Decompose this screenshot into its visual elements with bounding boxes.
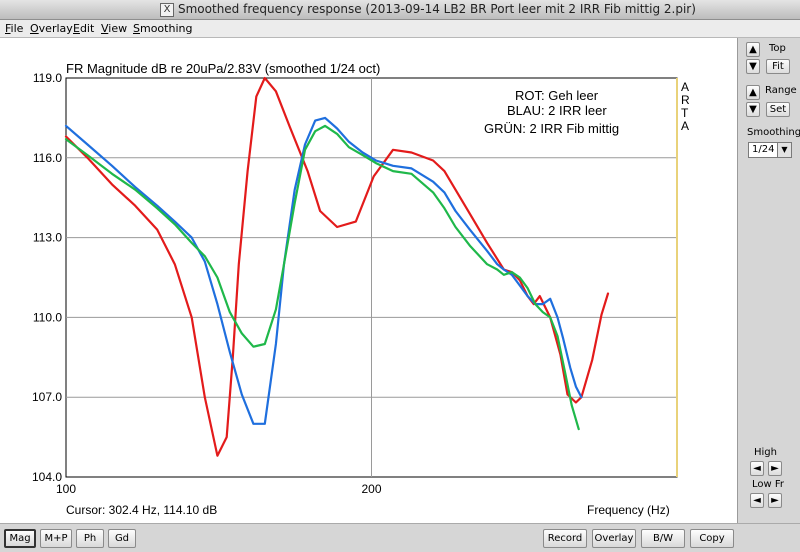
legend-entry-2: BLAU: 2 IRR leer <box>507 103 607 118</box>
top-label: Top <box>769 43 786 54</box>
menu-overlay[interactable]: Overlay <box>30 22 73 35</box>
arta-letter-t: T <box>681 106 689 120</box>
cursor-readout: Cursor: 302.4 Hz, 114.10 dB <box>66 503 217 517</box>
frequency-response-chart[interactable]: 104.0 107.0 110.0 113.0 116.0 119.0 100 200 FR … <box>0 38 737 523</box>
window-title: Smoothed frequency response (2013-09-14 … <box>178 2 696 16</box>
range-up-button[interactable]: ▲ <box>746 85 760 100</box>
arta-letter-a1: A <box>681 80 689 94</box>
y-tick-label: 110.0 <box>33 310 62 324</box>
range-down-button[interactable]: ▼ <box>746 102 760 117</box>
window-icon[interactable]: X <box>160 3 174 17</box>
plot-panel: 104.0 107.0 110.0 113.0 116.0 119.0 100 200 FR … <box>0 38 738 523</box>
y-tick-label: 107.0 <box>32 390 62 404</box>
right-control-panel: ▲ Top ▼ Fit ▲ Range ▼ Set Smoothing 1/24… <box>738 38 800 523</box>
x-tick-label: 100 <box>56 482 76 496</box>
high-right-button[interactable]: ► <box>768 461 782 476</box>
overlay-button[interactable]: Overlay <box>592 529 636 548</box>
fit-button[interactable]: Fit <box>766 59 790 74</box>
range-label: Range <box>765 85 797 96</box>
title-bar: X Smoothed frequency response (2013-09-1… <box>0 0 800 20</box>
menu-file[interactable]: File <box>5 22 24 35</box>
high-left-button[interactable]: ◄ <box>750 461 764 476</box>
bottom-toolbar: Mag M+P Ph Gd Record Overlay B/W Copy <box>0 523 800 552</box>
phase-button[interactable]: Ph <box>76 529 104 548</box>
y-tick-label: 116.0 <box>33 151 62 165</box>
set-button[interactable]: Set <box>766 102 790 117</box>
group-delay-button[interactable]: Gd <box>108 529 136 548</box>
arta-letter-r: R <box>681 93 690 107</box>
lowfr-label: Low Fr <box>752 479 785 490</box>
chart-title: FR Magnitude dB re 20uPa/2.83V (smoothed… <box>66 61 380 76</box>
green-series-line <box>64 124 580 431</box>
top-down-button[interactable]: ▼ <box>746 59 760 74</box>
y-tick-label: 113.0 <box>33 231 62 245</box>
x-tick-label: 200 <box>361 482 381 496</box>
menu-edit[interactable]: Edit <box>73 22 95 35</box>
smoothing-label: Smoothing <box>747 127 800 138</box>
lowfr-left-button[interactable]: ◄ <box>750 493 764 508</box>
y-tick-label: 119.0 <box>33 71 62 85</box>
mag-button[interactable]: Mag <box>4 529 36 548</box>
legend-entry-3: GRÜN: 2 IRR Fib mittig <box>484 121 619 136</box>
mag-phase-button[interactable]: M+P <box>40 529 72 548</box>
smoothing-select[interactable]: 1/24 ▼ <box>748 142 792 158</box>
chevron-down-icon: ▼ <box>777 143 791 157</box>
top-up-button[interactable]: ▲ <box>746 42 760 57</box>
menu-bar: File Overlay Edit View Smoothing <box>0 20 800 38</box>
y-tick-label: 104.0 <box>32 470 62 484</box>
menu-smoothing[interactable]: Smoothing <box>133 22 193 35</box>
smoothing-value: 1/24 <box>752 144 775 155</box>
legend-entry-1: ROT: Geh leer <box>515 88 599 103</box>
record-button[interactable]: Record <box>543 529 587 548</box>
arta-letter-a2: A <box>681 119 689 133</box>
menu-view[interactable]: View <box>101 22 128 35</box>
x-axis-label: Frequency (Hz) <box>587 503 670 517</box>
lowfr-right-button[interactable]: ► <box>768 493 782 508</box>
copy-button[interactable]: Copy <box>690 529 734 548</box>
bw-button[interactable]: B/W <box>641 529 685 548</box>
high-label: High <box>754 447 777 458</box>
